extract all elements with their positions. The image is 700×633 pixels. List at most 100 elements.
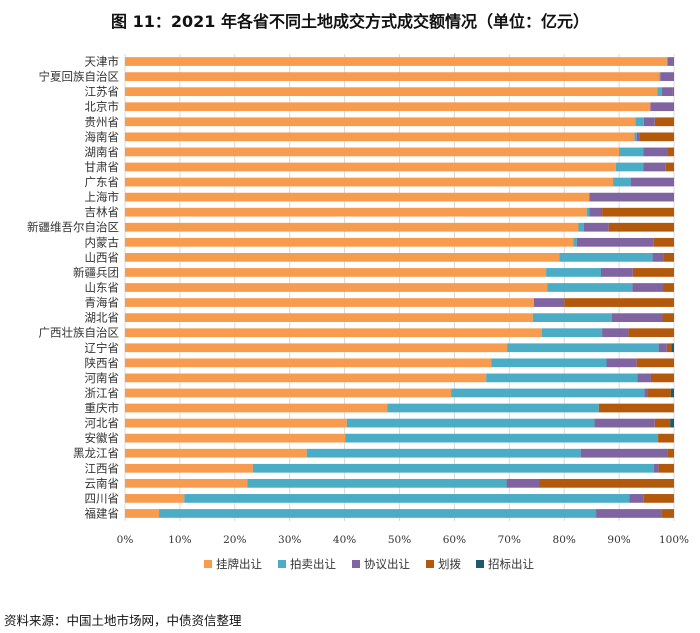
category-labels: 天津市宁夏回族自治区江苏省北京市贵州省海南省湖南省甘肃省广东省上海市吉林省新疆维…	[27, 55, 119, 521]
bar-segment	[659, 72, 661, 81]
bar-segment	[670, 418, 674, 428]
bar-segment	[125, 313, 533, 322]
bar-segment	[634, 132, 637, 142]
bar-segment	[653, 237, 674, 247]
bar-segment	[667, 147, 674, 157]
legend-label: 挂牌出让	[216, 557, 262, 571]
bar-segment	[619, 147, 644, 157]
bar-segment	[615, 162, 644, 172]
bar-segment	[125, 343, 508, 353]
bar-segment	[632, 268, 674, 277]
bar-segment	[613, 177, 631, 187]
bar-segment	[602, 328, 629, 338]
legend-swatch	[278, 560, 286, 568]
category-label: 湖北省	[85, 311, 120, 325]
bar-segment	[125, 388, 452, 398]
bar-segment	[650, 373, 674, 383]
bar-segment	[125, 147, 620, 157]
bar-segment	[541, 328, 603, 338]
legend: 挂牌出让 拍卖出让 协议出让 划拨 招标出让	[204, 557, 534, 571]
category-label: 山东省	[85, 281, 120, 295]
bar-segment	[666, 57, 668, 66]
bar-segment	[658, 463, 674, 473]
bar-segment	[637, 373, 651, 383]
bar-segment	[534, 298, 565, 307]
bar-segment	[252, 463, 654, 473]
bar-segment	[546, 268, 601, 277]
category-label: 黑龙江省	[73, 446, 119, 460]
bar-segment	[346, 418, 595, 428]
bar-segment	[125, 102, 651, 112]
bar-segment	[486, 373, 638, 383]
x-tick-label: 40%	[333, 534, 356, 546]
bar-segment	[306, 448, 581, 458]
bar-segment	[660, 72, 674, 81]
bar-segment	[636, 358, 674, 368]
bar-segment	[643, 162, 666, 172]
bar-segment	[125, 268, 547, 277]
category-label: 天津市	[85, 55, 120, 69]
bar-segment	[636, 132, 640, 142]
bar-segment	[667, 448, 674, 458]
bar-segment	[658, 343, 667, 353]
x-tick-label: 100%	[659, 534, 689, 546]
bar-segment	[606, 358, 637, 368]
legend-swatch	[204, 560, 212, 568]
category-label: 上海市	[85, 190, 120, 204]
x-tick-label: 10%	[168, 534, 191, 546]
bar-segment	[665, 162, 674, 172]
x-tick-label: 50%	[388, 534, 411, 546]
legend-swatch	[426, 560, 434, 568]
bar-segment	[125, 177, 614, 187]
legend-label: 协议出让	[364, 557, 410, 571]
category-label: 湖南省	[85, 145, 120, 159]
category-label: 内蒙古	[85, 235, 120, 249]
category-label: 广东省	[85, 175, 120, 189]
category-label: 辽宁省	[85, 341, 120, 355]
bar-segment	[559, 253, 653, 262]
bar-segment	[608, 222, 674, 232]
bar-segment	[628, 328, 674, 338]
bar-segment	[125, 509, 160, 518]
bar-segment	[125, 433, 346, 443]
bar-segment	[184, 494, 630, 503]
category-label: 广西壮族自治区	[39, 326, 120, 340]
bar-segment	[644, 388, 648, 398]
bar-segment	[125, 162, 616, 172]
x-tick-label: 90%	[607, 534, 630, 546]
category-label: 河北省	[85, 416, 120, 430]
bar-segment	[653, 463, 659, 473]
category-label: 重庆市	[85, 401, 120, 415]
bar-segment	[125, 403, 388, 413]
bar-segment	[507, 343, 659, 353]
bar-segment	[578, 222, 584, 232]
bar-segment	[586, 207, 590, 217]
category-label: 甘肃省	[85, 160, 120, 174]
x-tick-label: 80%	[553, 534, 576, 546]
bar-segment	[671, 343, 674, 353]
bar-segment	[589, 192, 674, 202]
category-label: 北京市	[85, 100, 120, 114]
bar-segment	[611, 313, 663, 322]
category-label: 江西省	[85, 461, 120, 475]
bar-segment	[600, 268, 633, 277]
x-tick-label: 30%	[278, 534, 301, 546]
bar-segment	[547, 283, 633, 292]
bar-segment	[635, 117, 644, 127]
bar-segment	[667, 57, 674, 66]
bar-segment	[662, 313, 674, 322]
bar-segment	[583, 222, 609, 232]
bar-segment	[125, 207, 587, 217]
bar-segment	[125, 237, 574, 247]
bar-segment	[654, 117, 674, 127]
category-label: 安徽省	[85, 431, 120, 445]
bar-segment	[643, 147, 668, 157]
chart-title: 图 11：2021 年各省不同土地成交方式成交额情况（单位：亿元）	[111, 12, 589, 31]
bar-segment	[125, 298, 535, 307]
x-tick-label: 60%	[443, 534, 466, 546]
category-label: 云南省	[85, 476, 120, 490]
bar-segment	[580, 448, 668, 458]
bar-segment	[663, 253, 674, 262]
bar-segment	[630, 177, 674, 187]
bar-segment	[639, 132, 674, 142]
